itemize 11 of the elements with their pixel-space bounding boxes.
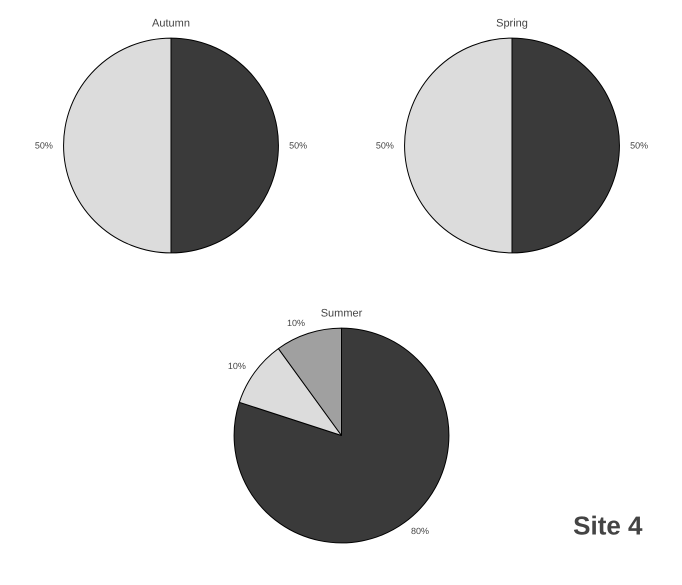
text: Site 4 — [573, 510, 644, 540]
chart-title: Autumn — [152, 18, 190, 30]
chart-title: Spring — [496, 18, 528, 30]
data-label: 50% — [630, 140, 648, 150]
data-label: 50% — [376, 140, 394, 150]
data-label: 50% — [34, 140, 53, 150]
chart-title: Summer — [320, 308, 363, 320]
data-label: 10% — [228, 361, 246, 372]
data-label: 50% — [289, 140, 308, 150]
data-label: 10% — [286, 318, 305, 328]
data-label: 80% — [410, 526, 429, 536]
